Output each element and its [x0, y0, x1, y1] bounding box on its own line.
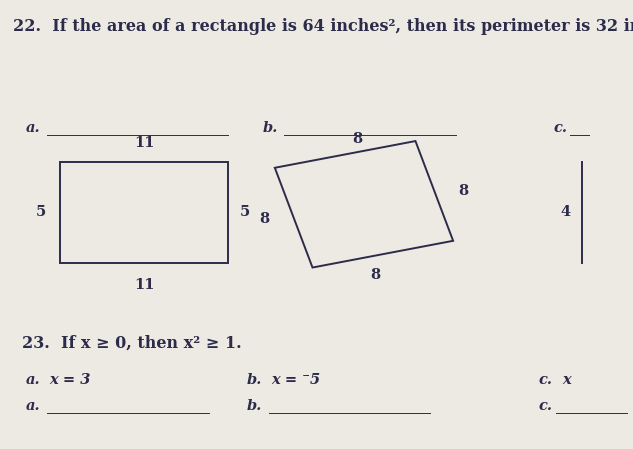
Text: 8: 8	[352, 132, 362, 146]
Text: x: x	[562, 373, 571, 387]
Bar	[60, 162, 228, 263]
Text: 8: 8	[458, 184, 468, 198]
Text: 11: 11	[134, 136, 154, 150]
Text: a.: a.	[25, 373, 40, 387]
Text: a.: a.	[25, 121, 40, 135]
Text: 23.  If x ≥ 0, then x² ≥ 1.: 23. If x ≥ 0, then x² ≥ 1.	[22, 335, 242, 352]
Text: 5: 5	[36, 205, 46, 219]
Text: 4: 4	[561, 205, 571, 219]
Text: 22.  If the area of a rectangle is 64 inches², then its perimeter is 32 inches.: 22. If the area of a rectangle is 64 inc…	[13, 18, 633, 35]
Text: b.: b.	[263, 121, 278, 135]
Text: b.: b.	[247, 399, 262, 413]
Text: b.: b.	[247, 373, 262, 387]
Text: x = ⁻5: x = ⁻5	[271, 373, 320, 387]
Text: a.: a.	[25, 399, 40, 413]
Text: 8: 8	[370, 268, 380, 282]
Text: c.: c.	[538, 399, 552, 413]
Text: 8: 8	[260, 212, 270, 226]
Text: c.: c.	[554, 121, 568, 135]
Text: 11: 11	[134, 278, 154, 292]
Text: x = 3: x = 3	[49, 373, 91, 387]
Text: c.: c.	[538, 373, 552, 387]
Text: 5: 5	[239, 205, 249, 219]
